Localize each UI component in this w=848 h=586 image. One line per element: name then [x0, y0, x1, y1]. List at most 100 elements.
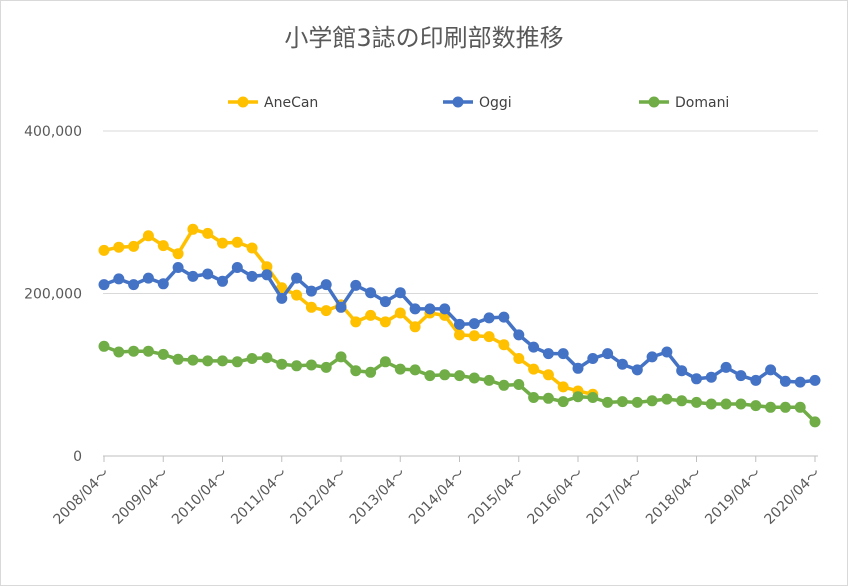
data-point [809, 416, 821, 428]
data-point [528, 392, 540, 403]
data-point [98, 340, 110, 352]
data-point [424, 303, 436, 315]
data-point [616, 358, 628, 370]
data-point [172, 248, 184, 260]
data-point [202, 227, 214, 239]
data-point [542, 348, 554, 360]
data-point [483, 331, 495, 343]
gridlines [103, 130, 818, 294]
data-point [720, 398, 732, 410]
data-point [335, 351, 347, 363]
y-tick-label: 0 [73, 449, 82, 465]
data-point [276, 282, 288, 294]
data-point [542, 392, 554, 404]
data-point [305, 301, 317, 313]
chart-title: 小学館3誌の印刷部数推移 [284, 24, 564, 52]
legend-entry-domani: Domani [639, 95, 729, 111]
x-tick-label: 2013/04～ [347, 466, 409, 528]
data-point [735, 398, 747, 410]
x-tick-label: 2009/04～ [110, 466, 172, 528]
x-tick-label: 2020/04～ [761, 466, 823, 528]
data-point [305, 359, 317, 371]
data-point [587, 392, 599, 403]
data-point [394, 307, 406, 319]
x-tick-label: 2018/04～ [643, 466, 705, 528]
data-point [794, 401, 806, 413]
legend-label: Domani [675, 95, 729, 111]
data-point [335, 301, 347, 313]
data-point [172, 353, 184, 365]
data-point [498, 339, 510, 351]
data-point [142, 272, 154, 284]
data-point [276, 292, 288, 304]
data-point [217, 237, 228, 249]
series-domani [98, 340, 821, 428]
data-point [187, 270, 199, 282]
data-point [528, 363, 540, 375]
data-point [454, 329, 465, 341]
data-point [602, 396, 614, 408]
data-point [454, 318, 465, 330]
data-point [424, 370, 436, 382]
data-point [394, 287, 406, 299]
data-point [809, 374, 821, 386]
data-point [379, 296, 391, 308]
x-tick-label: 2017/04～ [584, 466, 646, 528]
series-layer [98, 223, 821, 428]
data-point [98, 279, 110, 291]
data-point [350, 365, 362, 377]
data-point [276, 358, 288, 370]
series-anecan [98, 223, 599, 400]
data-point [513, 353, 525, 364]
x-tick-label: 2019/04～ [702, 466, 764, 528]
data-point [513, 379, 525, 390]
data-point [454, 370, 465, 382]
data-point [572, 391, 584, 403]
data-point [557, 348, 569, 360]
data-point [246, 353, 258, 364]
data-point [705, 398, 717, 410]
data-point [409, 364, 421, 376]
data-point [661, 393, 673, 405]
data-point [217, 355, 228, 367]
legend-swatch-marker [452, 96, 464, 108]
data-point [128, 279, 140, 291]
data-point [631, 364, 643, 376]
data-point [350, 316, 362, 328]
data-point [483, 374, 495, 386]
data-point [261, 352, 273, 364]
y-tick-label: 400,000 [24, 124, 82, 140]
series-oggi [98, 262, 821, 388]
data-point [439, 303, 451, 315]
data-point [305, 285, 317, 297]
data-point [528, 341, 540, 353]
data-point [128, 345, 140, 357]
data-point [468, 372, 480, 384]
data-point [157, 278, 169, 290]
data-point [646, 351, 658, 363]
data-point [676, 365, 688, 377]
data-point [409, 321, 421, 333]
legend-entry-anecan: AneCan [228, 95, 318, 111]
data-point [246, 270, 258, 282]
data-point [365, 309, 377, 321]
data-point [217, 275, 228, 287]
data-point [231, 262, 243, 273]
data-point [691, 396, 702, 408]
data-point [291, 272, 303, 284]
data-point [498, 379, 510, 391]
data-point [261, 269, 273, 281]
data-point [513, 329, 525, 341]
x-tick-label: 2015/04～ [465, 466, 527, 528]
data-point [113, 273, 125, 285]
x-tick-label: 2012/04～ [287, 466, 349, 528]
data-point [320, 279, 332, 291]
legend-swatch-marker [237, 96, 249, 108]
x-tick-label: 2010/04～ [169, 466, 231, 528]
data-point [483, 312, 495, 324]
data-point [409, 303, 421, 315]
x-tick-label: 2011/04～ [228, 466, 290, 528]
data-point [187, 354, 199, 366]
data-point [468, 318, 480, 330]
data-point [602, 348, 614, 360]
